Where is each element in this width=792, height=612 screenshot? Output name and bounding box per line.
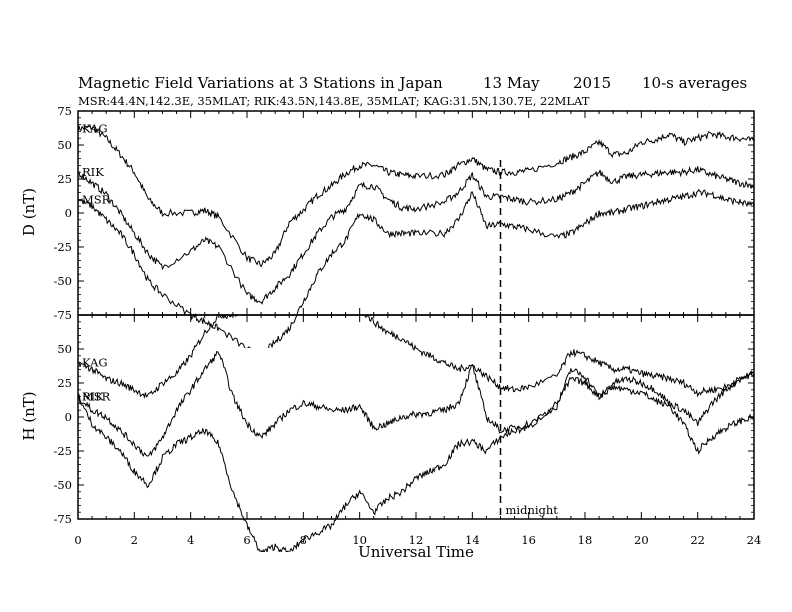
x-tick-label: 14 bbox=[465, 533, 480, 547]
x-tick-label: 18 bbox=[578, 533, 593, 547]
y-tick-label: -25 bbox=[53, 444, 72, 458]
series-line-kag bbox=[78, 315, 754, 399]
y-tick-label: -50 bbox=[53, 274, 72, 288]
d-axis-label: D (nT) bbox=[20, 188, 38, 236]
x-tick-label: 8 bbox=[300, 533, 307, 547]
x-tick-label: 20 bbox=[634, 533, 649, 547]
series-line-rik bbox=[78, 165, 754, 305]
x-tick-label: 10 bbox=[352, 533, 367, 547]
chart-year: 2015 bbox=[573, 74, 611, 92]
plot-layer: 7550250-25-50-75KAGRIKMSR50250-25-50-75K… bbox=[53, 104, 762, 552]
x-tick-label: 4 bbox=[187, 533, 194, 547]
x-tick-label: 16 bbox=[521, 533, 536, 547]
y-tick-label: -75 bbox=[53, 308, 72, 322]
midnight-label: midnight bbox=[506, 503, 559, 517]
x-axis-label: Universal Time bbox=[358, 543, 474, 561]
chart-averaging: 10-s averages bbox=[642, 74, 747, 92]
x-tick-label: 22 bbox=[690, 533, 705, 547]
chart-subtitle: MSR:44.4N,142.3E, 35MLAT; RIK:43.5N,143.… bbox=[78, 94, 590, 108]
x-tick-label: 12 bbox=[409, 533, 424, 547]
x-tick-label: 24 bbox=[747, 533, 762, 547]
series-label-rik: RIK bbox=[82, 165, 104, 179]
chart-title: Magnetic Field Variations at 3 Stations … bbox=[78, 74, 443, 92]
series-label-kag: KAG bbox=[82, 122, 108, 136]
chart-date: 13 May bbox=[483, 74, 540, 92]
h-axis-label: H (nT) bbox=[20, 391, 38, 440]
series-label-kag: KAG bbox=[82, 356, 108, 370]
y-tick-label: 0 bbox=[65, 410, 72, 424]
y-tick-label: -50 bbox=[53, 478, 72, 492]
y-tick-label: -75 bbox=[53, 512, 72, 526]
x-tick-label: 0 bbox=[74, 533, 81, 547]
y-tick-label: 0 bbox=[65, 206, 72, 220]
y-tick-label: 50 bbox=[57, 138, 72, 152]
series-line-rik bbox=[78, 351, 754, 457]
series-label-msr: MSR bbox=[82, 192, 111, 206]
series-line-msr bbox=[78, 376, 754, 552]
series-label-rik: RIK bbox=[82, 390, 104, 404]
y-tick-label: 75 bbox=[57, 104, 72, 118]
y-tick-label: -25 bbox=[53, 240, 72, 254]
x-tick-label: 2 bbox=[131, 533, 138, 547]
series-label-msr: MSR bbox=[82, 390, 111, 404]
y-tick-label: 25 bbox=[57, 376, 72, 390]
y-tick-label: 50 bbox=[57, 342, 72, 356]
x-tick-label: 6 bbox=[243, 533, 250, 547]
series-line-kag bbox=[78, 124, 754, 268]
y-tick-label: 25 bbox=[57, 172, 72, 186]
